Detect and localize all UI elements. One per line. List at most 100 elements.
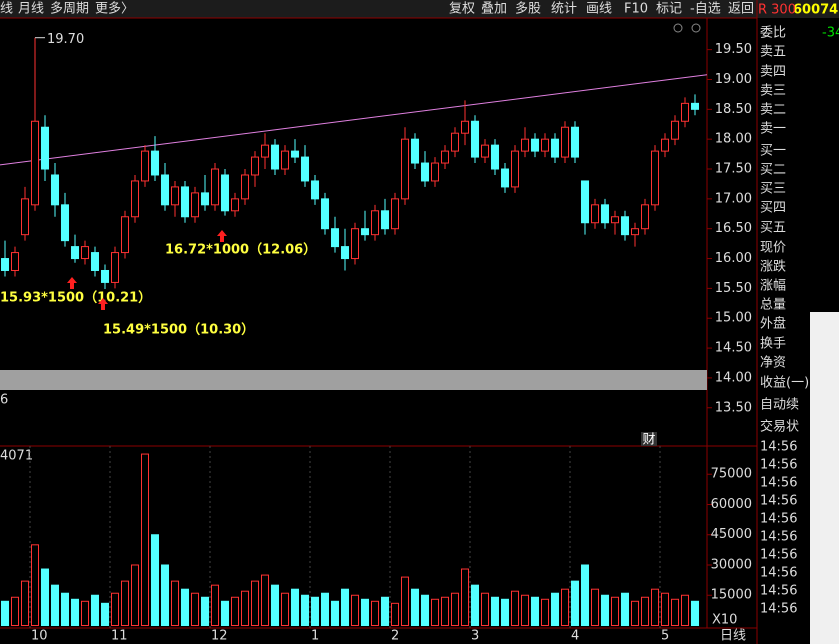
volume-bar [571,580,579,626]
volume-bar [51,584,59,626]
candle-body [521,138,529,152]
candle-body [551,138,559,158]
volume-bar [291,588,299,627]
ratio-value: -34 [822,26,839,41]
panel-label: 总量 [760,298,786,313]
panel-label: 收益(一) [760,376,809,391]
volume-bar [11,596,19,626]
candle-body [291,150,299,158]
volume-bar [491,596,499,626]
toolbar-button[interactable]: 返回 [728,2,754,17]
volume-bar [71,598,79,626]
volume-bar [461,568,469,626]
volume-bar [371,600,379,626]
volume-bar [411,588,419,627]
candle-body [641,204,649,230]
x-tick-label: 10 [31,629,48,644]
period[interactable]: 日线 [720,629,746,644]
panel-label: 涨幅 [760,279,786,294]
candle-body [181,186,189,218]
candle-body [131,180,139,218]
y-tick-label: 18.00 [715,132,752,147]
toolbar-button[interactable]: F10 [624,2,648,17]
candle-body [651,150,659,206]
y-tick-label: 16.00 [715,251,752,266]
toolbar-button[interactable]: 更多〉 [95,1,134,17]
candle-body [421,162,429,182]
y-tick-label: 14.00 [715,370,752,385]
icon[interactable] [691,23,701,33]
zoom[interactable]: X10 [712,613,737,628]
volume-bar [321,592,329,627]
panel-label: 交易状 [760,419,799,435]
time-label: 14:56 [760,584,797,599]
high-label: 19.70 [47,32,84,47]
panel-label: 卖三 [760,84,786,99]
toolbar-button[interactable]: 统计 [551,2,577,17]
candle-body [91,252,99,271]
volume-bar [101,602,109,627]
annotation-arrow [217,230,227,242]
volume-bar [391,602,399,627]
panel-label: 换手 [760,337,786,352]
stock-code: 600741 [793,3,839,18]
candle-body [461,120,469,134]
volume-bar [251,580,259,626]
panel-label: 买二 [760,163,786,178]
toolbar-button[interactable]: -自选 [690,2,721,17]
toolbar-button[interactable]: 复权 [449,1,475,17]
panel-label: 外盘 [760,316,786,332]
volume-bar [281,592,289,627]
panel-label: 卖四 [760,65,786,80]
volume-bar [481,592,489,627]
volume-bar [451,592,459,627]
annotation-arrow [67,277,77,289]
panel-label: 委比 [760,26,786,41]
candle-body [491,144,499,170]
panel-label: 买四 [760,201,786,216]
candle-body [41,126,49,170]
volume-bar [441,596,449,626]
y-tick-label: 15000 [711,588,752,603]
volume-bar [401,576,409,627]
volume-bar [191,592,199,627]
volume-bar [431,598,439,626]
candle-body [321,198,329,230]
candle-body [141,150,149,182]
volume-bar [601,594,609,627]
volume-bar [221,600,229,626]
candle-body [441,150,449,164]
time-label: 14:56 [760,494,797,509]
candle-body [61,204,69,242]
candle-body [661,138,669,152]
candle-body [431,162,439,182]
panel-label: 卖二 [760,103,786,118]
candle-body [251,156,259,176]
toolbar-button[interactable]: 画线 [586,2,612,17]
popup-menu [810,312,839,644]
candle-body [71,246,79,260]
toolbar-button[interactable]: 多周期 [50,1,89,17]
volume-bar [341,588,349,627]
candle-body [581,180,589,224]
icon[interactable] [673,23,683,33]
annotation: 15.93*1500（10.21） [0,290,151,306]
candle-body [541,138,549,152]
toolbar-button[interactable]: 多股 [515,1,541,17]
y-tick-label: 45000 [711,527,752,542]
toolbar-button[interactable]: 叠加 [481,2,507,17]
time-label: 14:56 [760,458,797,473]
volume-bar [111,592,119,627]
volume-bar [141,453,149,626]
toolbar-button[interactable]: 标记 [656,2,682,17]
volume-bar [511,590,519,627]
event-tag-bg [641,432,657,446]
y-tick-label: 30000 [711,557,752,572]
candle-body [671,120,679,140]
volume-bar [581,564,589,627]
time-label: 14:56 [760,548,797,563]
toolbar-button[interactable]: 线 [0,2,13,17]
toolbar-button[interactable]: 月线 [18,2,44,17]
panel-label: 自动续 [760,398,799,413]
candle-body [471,120,479,158]
